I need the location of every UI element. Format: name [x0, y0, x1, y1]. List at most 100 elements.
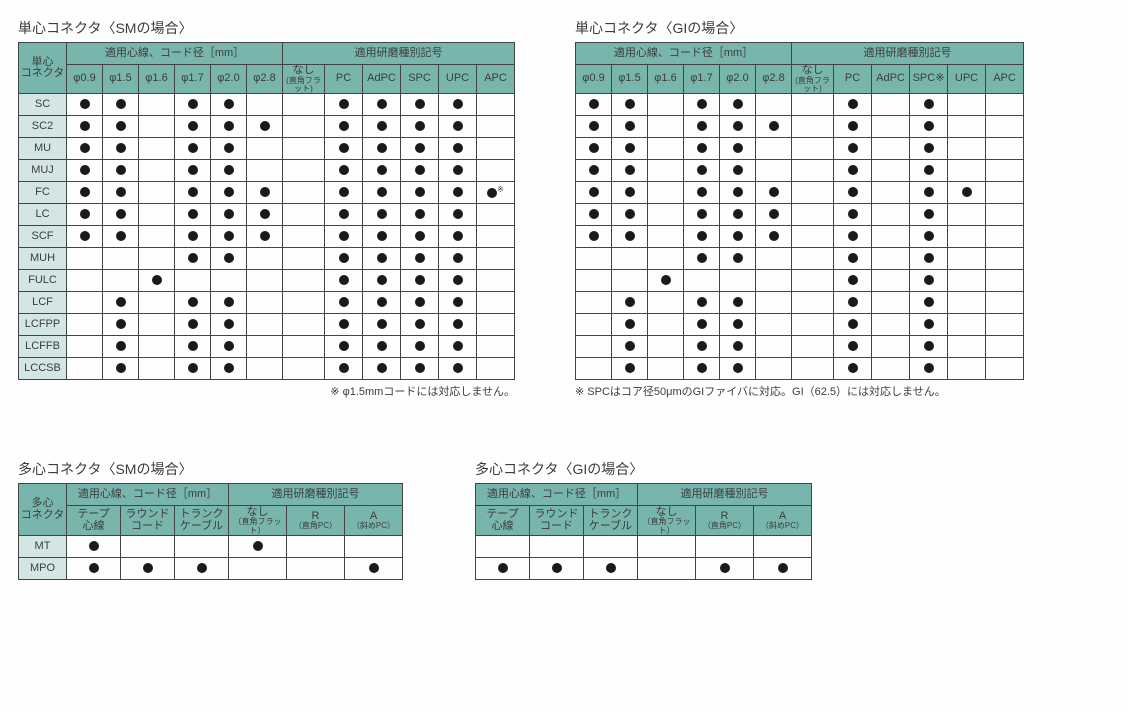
cell	[325, 204, 363, 226]
dot-icon	[224, 231, 234, 241]
dot-icon	[415, 143, 425, 153]
cell	[211, 204, 247, 226]
cell	[576, 248, 612, 270]
cell	[211, 314, 247, 336]
diam-header: φ1.6	[648, 65, 684, 94]
diam-header: φ2.8	[247, 65, 283, 94]
dot-icon	[589, 99, 599, 109]
cell	[401, 116, 439, 138]
cell	[948, 116, 986, 138]
dot-icon	[625, 363, 635, 373]
cell	[363, 94, 401, 116]
cell	[401, 314, 439, 336]
cell	[477, 138, 515, 160]
diam-header: φ2.0	[720, 65, 756, 94]
cell	[67, 358, 103, 380]
dot-icon	[924, 319, 934, 329]
cell	[477, 358, 515, 380]
cell	[67, 248, 103, 270]
cell	[283, 314, 325, 336]
dot-icon	[962, 187, 972, 197]
single-sm-table: 単心 コネクタ 適用心線、コード径［mm］ 適用研磨種別記号 φ0.9φ1.5φ…	[18, 42, 515, 380]
diam-header: φ0.9	[67, 65, 103, 94]
dot-icon	[377, 231, 387, 241]
cell	[986, 248, 1024, 270]
cell	[439, 226, 477, 248]
cell	[103, 182, 139, 204]
dot-icon	[260, 121, 270, 131]
cell	[948, 248, 986, 270]
dot-icon	[415, 231, 425, 241]
dot-icon	[848, 209, 858, 219]
dot-icon	[415, 341, 425, 351]
cell	[576, 116, 612, 138]
polish-header: PC	[325, 65, 363, 94]
cell	[872, 94, 910, 116]
cell	[139, 138, 175, 160]
cell	[872, 204, 910, 226]
cell	[834, 336, 872, 358]
dot-icon	[188, 121, 198, 131]
dot-icon	[260, 187, 270, 197]
row-header: SCF	[19, 226, 67, 248]
cell	[283, 248, 325, 270]
dot-icon	[415, 209, 425, 219]
cell	[476, 536, 530, 558]
polish-header: AdPC	[872, 65, 910, 94]
dot-icon	[924, 143, 934, 153]
cell	[720, 336, 756, 358]
cell	[477, 160, 515, 182]
cell	[139, 314, 175, 336]
cell	[67, 116, 103, 138]
dot-icon	[924, 99, 934, 109]
cell	[439, 270, 477, 292]
dot-icon	[224, 209, 234, 219]
cell	[103, 204, 139, 226]
dot-icon	[377, 209, 387, 219]
cell	[648, 336, 684, 358]
cell	[720, 160, 756, 182]
dot-icon	[339, 275, 349, 285]
cell	[872, 314, 910, 336]
cell	[439, 248, 477, 270]
cell	[283, 358, 325, 380]
group2-header: 適用研磨種別記号	[283, 43, 515, 65]
cell	[477, 116, 515, 138]
cell	[103, 336, 139, 358]
dot-icon	[453, 253, 463, 263]
dot-icon	[377, 165, 387, 175]
dot-icon	[188, 319, 198, 329]
dot-icon	[415, 275, 425, 285]
row-header: MU	[19, 138, 67, 160]
cell	[530, 558, 584, 580]
cell	[325, 138, 363, 160]
cell	[576, 182, 612, 204]
cell	[684, 270, 720, 292]
cell	[792, 116, 834, 138]
cell	[872, 226, 910, 248]
cell	[872, 116, 910, 138]
cell	[910, 292, 948, 314]
cell	[986, 336, 1024, 358]
cell	[720, 94, 756, 116]
multi-sm-block: 多心コネクタ〈SMの場合〉 多心 コネクタ 適用心線、コード径［mm］ 適用研磨…	[18, 459, 403, 580]
cell	[363, 358, 401, 380]
cell	[756, 248, 792, 270]
cell	[756, 314, 792, 336]
dot-icon	[848, 165, 858, 175]
dot-icon	[733, 99, 743, 109]
cell	[720, 116, 756, 138]
cell	[283, 270, 325, 292]
dot-icon	[453, 165, 463, 175]
row-header: MT	[19, 536, 67, 558]
cell	[247, 116, 283, 138]
cell	[363, 138, 401, 160]
multi-sm-table: 多心 コネクタ 適用心線、コード径［mm］ 適用研磨種別記号 テープ 心線ラウン…	[18, 483, 403, 580]
cell	[872, 182, 910, 204]
cell	[67, 336, 103, 358]
cell	[756, 94, 792, 116]
cell	[684, 160, 720, 182]
dot-icon	[453, 319, 463, 329]
cord-header: テープ 心線	[476, 506, 530, 536]
cell	[756, 116, 792, 138]
